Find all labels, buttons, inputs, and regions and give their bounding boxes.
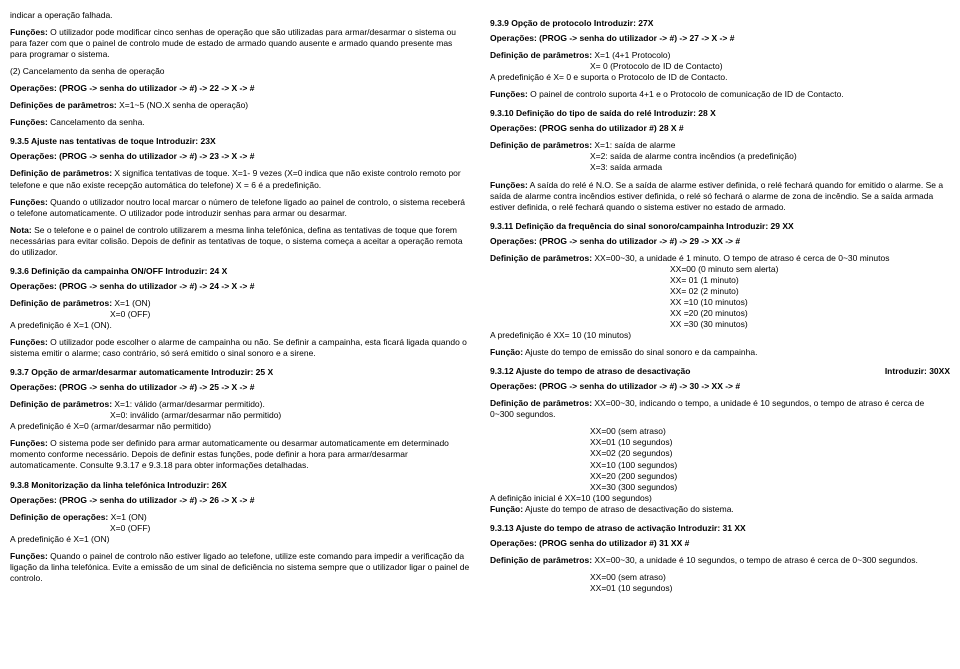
text: Definição de parâmetros: X=1: saída de a…: [490, 140, 950, 151]
text: Definição de parâmetros: X significa ten…: [10, 168, 470, 190]
text: XX =10 (10 minutos): [490, 297, 950, 308]
text: Funções: O painel de controlo suporta 4+…: [490, 89, 950, 100]
section-9310-title: 9.3.10 Definição do tipo de saída do rel…: [490, 108, 950, 119]
text: X=0 (OFF): [10, 309, 470, 320]
text: XX=10 (100 segundos): [490, 460, 950, 471]
text: XX=00 (0 minuto sem alerta): [490, 264, 950, 275]
text: A definição inicial é XX=10 (100 segundo…: [490, 493, 950, 504]
text: Operações: (PROG -> senha do utilizador …: [490, 33, 950, 44]
text: XX =20 (20 minutos): [490, 308, 950, 319]
text: Definições de parâmetros: X=1~5 (NO.X se…: [10, 100, 470, 111]
text: Definição de parâmetros: X=1 (4+1 Protoc…: [490, 50, 950, 61]
text: Funções: O utilizador pode escolher o al…: [10, 337, 470, 359]
text: Funções: Quando o painel de controlo não…: [10, 551, 470, 584]
section-936-title: 9.3.6 Definição da campainha ON/OFF Intr…: [10, 266, 470, 277]
text: XX=01 (10 segundos): [490, 437, 950, 448]
text: X=0: inválido (armar/desarmar não permit…: [10, 410, 470, 421]
left-column: indicar a operação falhada. Funções: O u…: [10, 10, 470, 594]
text: XX=20 (200 segundos): [490, 471, 950, 482]
section-935-title: 9.3.5 Ajuste nas tentativas de toque Int…: [10, 136, 470, 147]
text: Operações: (PROG -> senha do utilizador …: [10, 151, 470, 162]
section-938-title: 9.3.8 Monitorização da linha telefónica …: [10, 480, 470, 491]
text: (2) Cancelamento da senha de operação: [10, 66, 470, 77]
text: Definição de parâmetros: XX=00~30, a uni…: [490, 253, 950, 264]
section-9313-title: 9.3.13 Ajuste do tempo de atraso de acti…: [490, 523, 950, 534]
text: XX= 02 (2 minuto): [490, 286, 950, 297]
text: Funções: O utilizador pode modificar cin…: [10, 27, 470, 60]
text: XX=30 (300 segundos): [490, 482, 950, 493]
text: Definição de operações: X=1 (ON): [10, 512, 470, 523]
text: Operações: (PROG -> senha do utilizador …: [10, 281, 470, 292]
text: Operações: (PROG -> senha do utilizador …: [10, 83, 470, 94]
section-939-title: 9.3.9 Opção de protocolo Introduzir: 27X: [490, 18, 950, 29]
text: XX=01 (10 segundos): [490, 583, 950, 594]
text: Operações: (PROG -> senha do utilizador …: [490, 381, 950, 392]
text: Nota: Se o telefone e o painel de contro…: [10, 225, 470, 258]
section-9311-title: 9.3.11 Definição da frequência do sinal …: [490, 221, 950, 232]
text: A predefinição é X=1 (ON): [10, 534, 470, 545]
text: Função: Ajuste do tempo de emissão do si…: [490, 347, 950, 358]
right-column: 9.3.9 Opção de protocolo Introduzir: 27X…: [490, 10, 950, 594]
text: Definição de parâmetros: X=1: válido (ar…: [10, 399, 470, 410]
text: XX=00 (sem atraso): [490, 426, 950, 437]
text: Definição de parâmetros: XX=00~30, a uni…: [490, 555, 950, 566]
text: A predefinição é X=0 (armar/desarmar não…: [10, 421, 470, 432]
text: XX= 01 (1 minuto): [490, 275, 950, 286]
text: indicar a operação falhada.: [10, 10, 470, 21]
text: Funções: Quando o utilizador noutro loca…: [10, 197, 470, 219]
text: XX=02 (20 segundos): [490, 448, 950, 459]
text: Operações: (PROG -> senha do utilizador …: [10, 382, 470, 393]
text: XX=00 (sem atraso): [490, 572, 950, 583]
section-937-title: 9.3.7 Opção de armar/desarmar automatica…: [10, 367, 470, 378]
text: Operações: (PROG -> senha do utilizador …: [10, 495, 470, 506]
text: Operações: (PROG senha do utilizador #) …: [490, 123, 950, 134]
text: Operações: (PROG -> senha do utilizador …: [490, 236, 950, 247]
text: Funções: A saída do relé é N.O. Se a saí…: [490, 180, 950, 213]
text: Funções: O sistema pode ser definido par…: [10, 438, 470, 471]
text: X= 0 (Protocolo de ID de Contacto): [490, 61, 950, 72]
text: XX =30 (30 minutos): [490, 319, 950, 330]
text: A predefinição é X=1 (ON).: [10, 320, 470, 331]
text: Funções: Cancelamento da senha.: [10, 117, 470, 128]
text: Operações: (PROG senha do utilizador #) …: [490, 538, 950, 549]
text: A predefinição é X= 0 e suporta o Protoc…: [490, 72, 950, 83]
text: X=2: saída de alarme contra incêndios (a…: [490, 151, 950, 162]
text: A predefinição é XX= 10 (10 minutos): [490, 330, 950, 341]
text: Definição de parâmetros: X=1 (ON): [10, 298, 470, 309]
text: Definição de parâmetros: XX=00~30, indic…: [490, 398, 950, 420]
text: X=0 (OFF): [10, 523, 470, 534]
text: X=3: saída armada: [490, 162, 950, 173]
section-9312-title: 9.3.12 Ajuste do tempo de atraso de desa…: [490, 366, 950, 377]
text: Função: Ajuste do tempo de atraso de des…: [490, 504, 950, 515]
